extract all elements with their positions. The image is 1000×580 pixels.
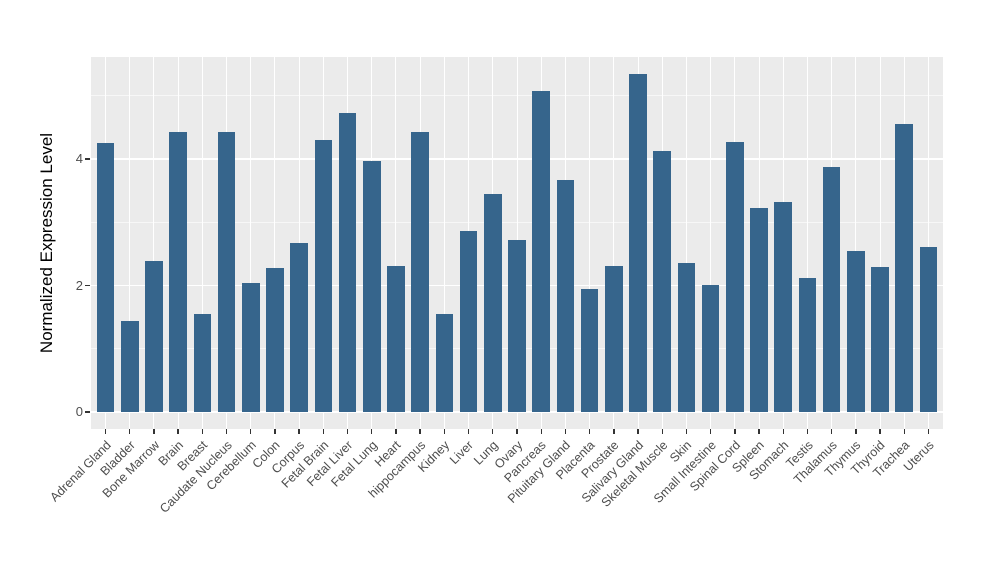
- x-tick-mark: [104, 429, 107, 434]
- bar: [290, 243, 308, 412]
- gridline-vertical-major: [685, 57, 687, 429]
- gridline-vertical-major: [806, 57, 808, 429]
- bar: [169, 131, 187, 412]
- bar: [774, 201, 793, 412]
- gridline-vertical-major: [274, 57, 276, 429]
- gridline-vertical-major: [250, 57, 252, 429]
- y-tick-mark: [85, 284, 90, 287]
- bar: [338, 112, 357, 412]
- y-tick-label: 0: [75, 404, 83, 420]
- bar: [532, 90, 550, 412]
- gridline-vertical-major: [613, 57, 615, 429]
- bar: [822, 167, 841, 412]
- bar: [314, 139, 333, 412]
- x-tick-mark: [855, 429, 857, 434]
- gridline-vertical-major: [201, 57, 203, 429]
- bar: [120, 321, 139, 412]
- x-tick-mark: [564, 429, 567, 434]
- x-tick-mark: [685, 429, 688, 434]
- bar: [750, 208, 768, 412]
- y-tick-label: 2: [75, 277, 83, 293]
- x-tick-mark: [153, 429, 155, 434]
- x-tick-mark: [734, 429, 736, 434]
- x-tick-mark: [371, 429, 373, 434]
- x-tick-mark: [613, 429, 615, 434]
- bar: [677, 262, 696, 412]
- bar: [145, 260, 163, 412]
- bar: [701, 284, 720, 412]
- bar: [798, 278, 817, 412]
- bar: [580, 289, 599, 412]
- gridline-horizontal-minor: [91, 95, 943, 97]
- bar: [483, 194, 502, 412]
- bar: [217, 132, 236, 412]
- gridline-vertical-major: [855, 57, 857, 429]
- x-tick-mark: [298, 429, 300, 434]
- x-tick-mark: [274, 429, 276, 434]
- gridline-vertical-major: [589, 57, 591, 429]
- x-tick-mark: [709, 429, 712, 434]
- x-tick-mark: [758, 429, 760, 434]
- x-tick-mark: [467, 429, 470, 434]
- y-axis-title: Normalized Expression Level: [37, 132, 56, 354]
- gridline-horizontal-major: [91, 158, 943, 160]
- x-tick-mark: [879, 429, 881, 434]
- x-tick-mark: [395, 429, 397, 434]
- bar: [459, 230, 478, 412]
- bar: [193, 313, 212, 412]
- gridline-vertical-major: [395, 57, 397, 429]
- bar: [362, 161, 381, 412]
- x-tick-mark: [129, 429, 131, 434]
- bar: [411, 132, 429, 412]
- gridline-vertical-major: [927, 57, 929, 429]
- x-tick-mark: [927, 429, 930, 434]
- x-tick-mark: [346, 429, 349, 434]
- x-tick-mark: [492, 429, 494, 434]
- x-tick-mark: [201, 429, 204, 434]
- x-tick-mark: [903, 429, 905, 434]
- x-tick-mark: [419, 429, 421, 434]
- bar: [387, 266, 405, 412]
- x-tick-mark: [661, 429, 663, 434]
- bar: [241, 283, 260, 412]
- x-tick-mark: [516, 429, 518, 434]
- gridline-vertical-major: [710, 57, 712, 429]
- bar: [435, 313, 454, 412]
- bar: [629, 74, 647, 412]
- x-tick-mark: [806, 429, 809, 434]
- bar: [605, 266, 623, 412]
- x-tick-mark: [782, 429, 784, 434]
- bar: [266, 267, 284, 412]
- bar: [653, 151, 672, 412]
- gridline-vertical-major: [879, 57, 881, 429]
- x-tick-mark: [830, 429, 833, 434]
- bar: [508, 239, 526, 412]
- bar: [96, 143, 115, 412]
- plot-panel: [91, 57, 943, 429]
- x-tick-mark: [225, 429, 228, 434]
- y-tick-mark: [85, 158, 90, 160]
- gridline-vertical-major: [443, 57, 445, 429]
- x-tick-mark: [637, 429, 639, 434]
- bar: [871, 267, 889, 412]
- y-tick-label: 4: [75, 151, 83, 167]
- x-tick-mark: [250, 429, 252, 434]
- x-tick-mark: [443, 429, 446, 434]
- bar: [726, 141, 744, 412]
- gridline-vertical-major: [129, 57, 131, 429]
- bar: [895, 124, 914, 412]
- y-tick-mark: [85, 411, 90, 413]
- bar: [556, 179, 575, 412]
- gridline-horizontal-minor: [91, 221, 943, 223]
- x-tick-mark: [177, 429, 179, 434]
- bar: [847, 251, 865, 412]
- x-tick-mark: [588, 429, 591, 434]
- bar: [919, 246, 938, 412]
- x-tick-mark: [540, 429, 542, 434]
- x-tick-mark: [322, 429, 325, 434]
- x-tick-label: Liver: [447, 438, 477, 468]
- gridline-vertical-major: [153, 57, 155, 429]
